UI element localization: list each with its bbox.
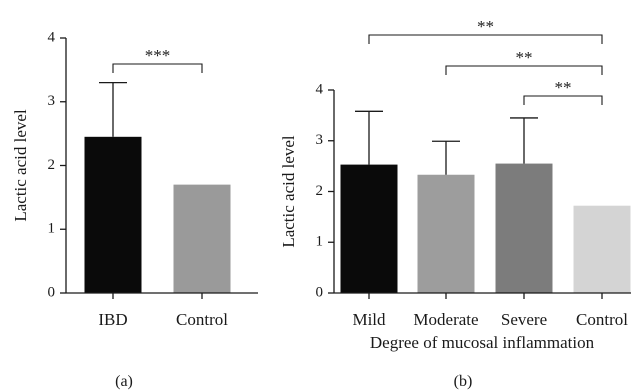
bar-control	[573, 205, 631, 293]
y-tick-label: 4	[316, 81, 324, 97]
y-axis-title: Lactic acid level	[11, 109, 30, 222]
y-tick-label: 2	[48, 157, 56, 173]
significance-bracket: **	[523, 78, 603, 105]
x-category-label: Moderate	[413, 310, 478, 329]
significance-label: ***	[145, 46, 171, 65]
significance-bracket: **	[368, 17, 603, 44]
panel-b: 0 1 2 3 4 Mild Moderate Severe Control Lactic aci…	[279, 17, 631, 390]
x-axis-title: Degree of mucosal inflammation	[370, 333, 595, 352]
x-category-label: Mild	[352, 310, 386, 329]
significance-bracket: ***	[112, 46, 203, 73]
significance-label: **	[516, 48, 533, 67]
significance-bracket-line	[523, 95, 603, 105]
x-category-label: Control	[176, 310, 228, 329]
bar-ibd	[84, 136, 142, 293]
significance-bracket-line	[445, 65, 603, 75]
y-tick-label: 4	[48, 29, 56, 45]
significance-bracket-line	[368, 34, 603, 44]
bar-mild	[340, 164, 398, 293]
x-category-label: Severe	[501, 310, 547, 329]
bar-moderate	[417, 174, 475, 293]
y-tick-label: 2	[316, 183, 324, 199]
y-tick-label: 1	[48, 221, 56, 237]
y-tick-label: 3	[48, 93, 56, 109]
significance-label: **	[477, 17, 494, 36]
y-axis-title: Lactic acid level	[279, 135, 298, 248]
significance-label: **	[555, 78, 572, 97]
x-category-label: Control	[576, 310, 628, 329]
significance-bracket: **	[445, 48, 603, 75]
y-tick-label: 0	[48, 284, 56, 300]
error-bar-severe	[510, 117, 538, 164]
bar-severe	[495, 163, 553, 293]
error-bar-moderate	[432, 140, 460, 175]
error-bar-mild	[355, 110, 383, 165]
panel-a: 0 1 2 3 4 IBD Control Lactic acid level *** (a)	[11, 29, 258, 390]
y-tick-label: 3	[316, 132, 324, 148]
panel-label: (b)	[454, 373, 473, 390]
x-category-label: IBD	[98, 310, 127, 329]
panel-label: (a)	[115, 373, 133, 390]
significance-bracket-line	[112, 63, 203, 73]
y-tick-label: 1	[316, 234, 324, 250]
error-bar-ibd	[99, 81, 127, 137]
bar-control	[173, 184, 231, 293]
y-tick-label: 0	[316, 284, 324, 300]
